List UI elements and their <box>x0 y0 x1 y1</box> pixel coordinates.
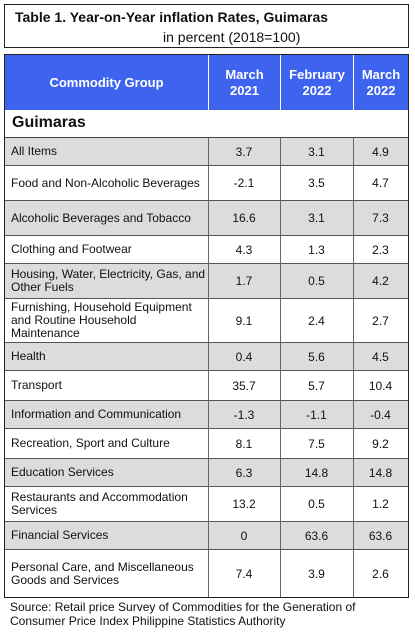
row-value: 3.1 <box>308 144 325 159</box>
column-divider <box>353 138 354 597</box>
row-label: Alcoholic Beverages and Tobacco <box>11 210 191 225</box>
table-title-box: Table 1. Year-on-Year inflation Rates, G… <box>4 4 409 48</box>
table-title: Table 1. Year-on-Year inflation Rates, G… <box>15 9 329 25</box>
table-row: Food and Non-Alcoholic Beverages -2.1 3.5 4… <box>5 166 408 201</box>
inflation-table: Commodity Group March 2021 February 2022… <box>4 54 409 598</box>
table-row: All Items 3.7 3.1 4.9 <box>5 138 408 166</box>
row-value: 7.5 <box>308 436 325 451</box>
row-value: -1.3 <box>233 407 255 422</box>
row-value: 8.1 <box>235 436 253 451</box>
source-note: Source: Retail price Survey of Commoditi… <box>10 600 356 628</box>
table-row: Transport 35.7 5.7 10.4 <box>5 371 408 401</box>
row-value: 7.3 <box>372 211 389 225</box>
table-row: Furnishing, Household Equipment and Rout… <box>5 299 408 343</box>
row-value: 63.6 <box>304 528 329 543</box>
row-value: 3.9 <box>308 567 325 581</box>
row-value: 35.7 <box>232 378 256 393</box>
row-value: 13.2 <box>232 497 256 511</box>
row-label: Food and Non-Alcoholic Beverages <box>11 175 200 190</box>
row-value: 2.4 <box>308 313 325 328</box>
header-year: 2022 <box>302 82 332 98</box>
header-february-2022: February 2022 <box>280 55 353 110</box>
row-label: Personal Care, and Miscellaneous Goods a… <box>11 560 194 587</box>
row-value: 0 <box>240 528 248 543</box>
row-value: 4.7 <box>372 176 389 190</box>
column-divider <box>208 138 209 597</box>
row-label: All Items <box>11 144 58 158</box>
row-value: 1.3 <box>308 242 325 257</box>
row-label: Housing, Water, Electricity, Gas, and Ot… <box>11 267 206 294</box>
row-value: 4.5 <box>372 349 389 364</box>
column-divider <box>280 138 281 597</box>
row-value: 3.5 <box>308 176 325 190</box>
header-month: March <box>361 66 401 82</box>
table-header: Commodity Group March 2021 February 2022… <box>5 55 408 110</box>
row-value: 10.4 <box>368 378 393 393</box>
header-march-2022: March 2022 <box>353 55 408 110</box>
row-label: Financial Services <box>11 528 109 542</box>
row-label: Furnishing, Household Equipment and Rout… <box>11 300 192 340</box>
row-value: -2.1 <box>233 176 255 190</box>
row-label: Information and Communication <box>11 407 182 421</box>
row-value: 0.5 <box>308 497 325 511</box>
row-value: 2.6 <box>372 567 389 581</box>
row-value: 9.2 <box>372 436 389 451</box>
region-label: Guimaras <box>12 114 86 131</box>
row-value: 5.6 <box>308 349 325 364</box>
row-value: 1.7 <box>235 274 253 288</box>
row-value: -1.1 <box>306 407 327 422</box>
row-value: 4.2 <box>372 274 389 288</box>
table-row: Recreation, Sport and Culture 8.1 7.5 9.2 <box>5 429 408 459</box>
table-row: Health 0.4 5.6 4.5 <box>5 343 408 371</box>
row-value: 63.6 <box>368 528 393 543</box>
row-label: Recreation, Sport and Culture <box>11 436 170 450</box>
row-value: 14.8 <box>304 465 329 480</box>
row-value: 14.8 <box>368 465 393 480</box>
row-value: 1.2 <box>372 497 389 511</box>
row-value: 2.3 <box>372 242 389 257</box>
row-label: Transport <box>11 378 62 392</box>
row-value: 3.1 <box>308 211 325 225</box>
table-row: Housing, Water, Electricity, Gas, and Ot… <box>5 264 408 299</box>
header-commodity-group: Commodity Group <box>49 74 164 90</box>
table-row: Restaurants and Accommodation Services 13… <box>5 487 408 522</box>
row-label: Health <box>11 349 46 363</box>
region-row: Guimaras <box>5 110 408 138</box>
table-row: Personal Care, and Miscellaneous Goods a… <box>5 550 408 597</box>
header-year: 2021 <box>230 82 259 98</box>
header-march-2021: March 2021 <box>208 55 280 110</box>
row-value: 7.4 <box>235 567 253 581</box>
header-month: March <box>225 66 264 82</box>
header-year: 2022 <box>366 82 396 98</box>
row-value: 0.4 <box>235 349 253 364</box>
header-month: February <box>289 66 345 82</box>
table-row: Alcoholic Beverages and Tobacco 16.6 3.1 7.… <box>5 201 408 236</box>
row-value: 0.5 <box>308 274 325 288</box>
row-value: 3.7 <box>235 144 253 159</box>
table-row: Financial Services 0 63.6 63.6 <box>5 522 408 550</box>
row-value: 4.9 <box>372 144 389 159</box>
row-value: 2.7 <box>372 313 389 328</box>
row-value: 9.1 <box>235 313 253 328</box>
row-value: 4.3 <box>235 242 253 257</box>
table-subtitle: in percent (2018=100) <box>163 29 301 45</box>
row-value: 6.3 <box>235 465 253 480</box>
row-label: Education Services <box>11 465 114 479</box>
row-label: Restaurants and Accommodation Services <box>11 490 188 517</box>
table-row: Education Services 6.3 14.8 14.8 <box>5 459 408 487</box>
table-row: Clothing and Footwear 4.3 1.3 2.3 <box>5 236 408 264</box>
row-value: 5.7 <box>308 378 325 393</box>
row-value: -0.4 <box>370 407 391 422</box>
table-row: Information and Communication -1.3 -1.1 -0.… <box>5 401 408 429</box>
row-value: 16.6 <box>232 211 256 225</box>
row-label: Clothing and Footwear <box>11 242 132 256</box>
